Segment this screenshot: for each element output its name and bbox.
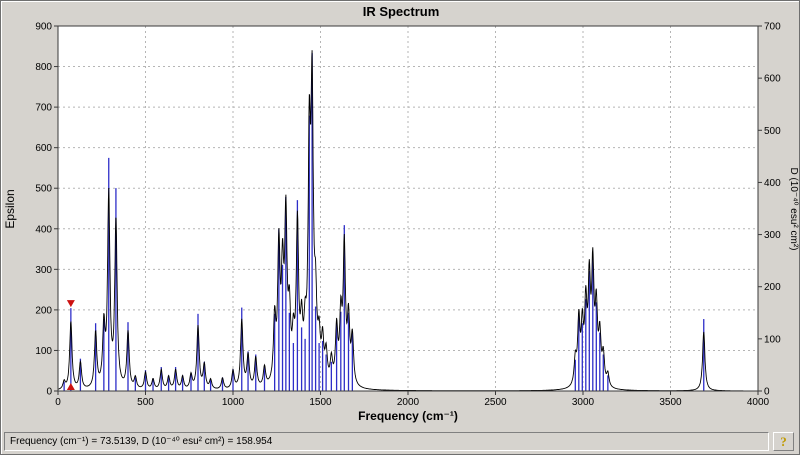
status-bar-text: Frequency (cm⁻¹) = 73.5139, D (10⁻⁴⁰ esu… <box>10 436 273 447</box>
x-axis-tick-label: 500 <box>137 397 154 408</box>
y-axis-left-tick-label: 500 <box>35 184 52 195</box>
y-axis-right-tick-label: 300 <box>764 230 781 241</box>
chart-title: IR Spectrum <box>363 4 440 19</box>
y-axis-right-tick-label: 100 <box>764 334 781 345</box>
y-axis-right-tick-label: 600 <box>764 74 781 85</box>
x-axis-tick-label: 1000 <box>222 397 245 408</box>
y-axis-left-tick-label: 400 <box>35 224 52 235</box>
selected-peak-marker-base <box>66 383 75 390</box>
x-axis-tick-label: 1500 <box>309 397 332 408</box>
selected-peak-marker-top <box>66 300 75 308</box>
y-axis-right-tick-label: 500 <box>764 126 781 137</box>
y-axis-label-left: Epsilon <box>3 189 17 228</box>
y-axis-left-tick-label: 600 <box>35 143 52 154</box>
x-axis-tick-label: 3000 <box>572 397 595 408</box>
y-axis-left-tick-label: 100 <box>35 346 52 357</box>
x-axis-tick-label: 0 <box>55 397 61 408</box>
x-axis-tick-label: 4000 <box>747 397 770 408</box>
help-button[interactable]: ? <box>773 432 794 451</box>
y-axis-left-tick-label: 800 <box>35 62 52 73</box>
y-axis-left-tick-label: 900 <box>35 22 52 33</box>
y-axis-right-tick-label: 400 <box>764 178 781 189</box>
y-axis-label-right: D (10⁻⁴⁰ esu² cm²) <box>788 167 799 250</box>
y-axis-left-tick-label: 300 <box>35 265 52 276</box>
y-axis-left-tick-label: 0 <box>46 387 52 398</box>
y-axis-right-tick-label: 700 <box>764 22 781 33</box>
x-axis-tick-label: 2500 <box>484 397 507 408</box>
x-axis-tick-label: 2000 <box>397 397 420 408</box>
spectrum-plot[interactable]: 0 100 200 300 400 500 600 700 800 900 0 100 200 300 40… <box>1 1 800 428</box>
y-axis-right-tick-label: 0 <box>764 387 770 398</box>
x-axis-label: Frequency (cm⁻¹) <box>358 409 458 423</box>
y-axis-left-tick-label: 700 <box>35 103 52 114</box>
x-axis-tick-label: 3500 <box>659 397 682 408</box>
status-bar: Frequency (cm⁻¹) = 73.5139, D (10⁻⁴⁰ esu… <box>4 432 769 451</box>
y-axis-right-tick-label: 200 <box>764 282 781 293</box>
y-axis-left-tick-label: 200 <box>35 305 52 316</box>
